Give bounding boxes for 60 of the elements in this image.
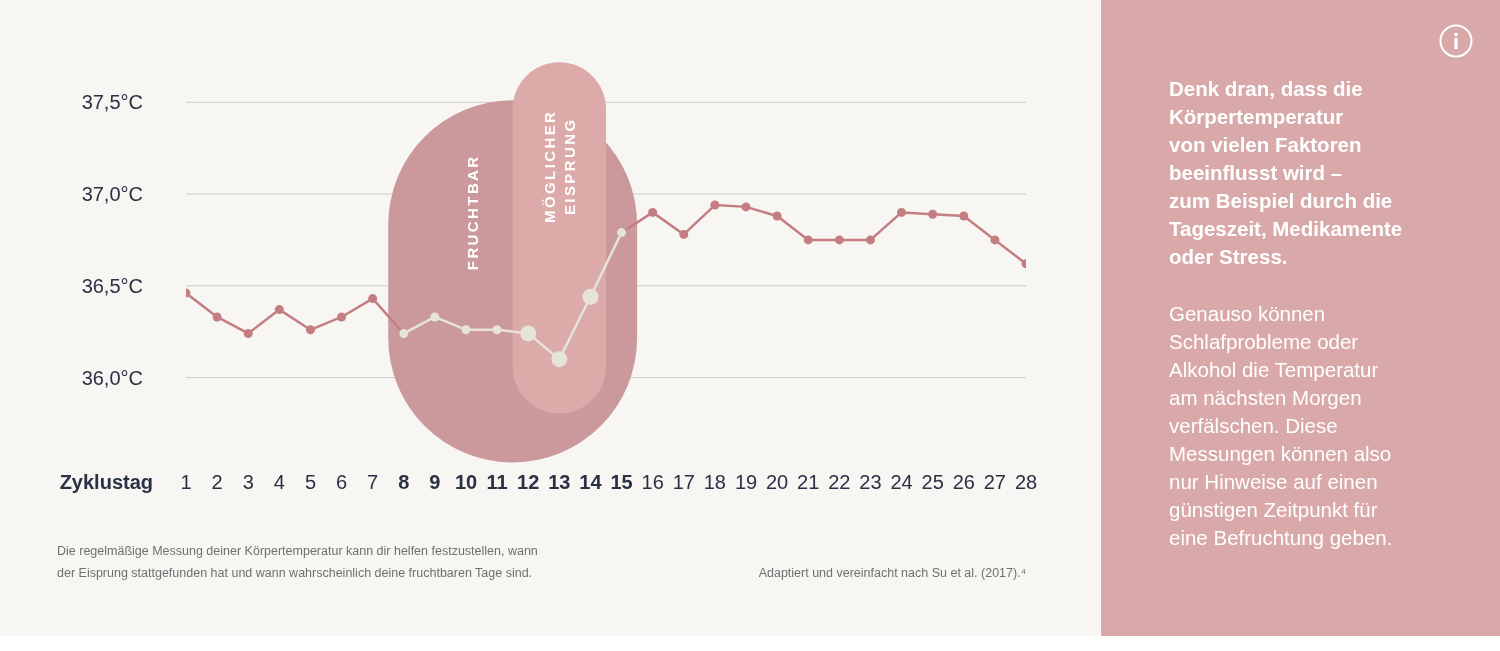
x-tick-label: 28 xyxy=(1014,471,1038,493)
text: Genauso können Schlafprobleme oder Alkohol die Temperatur am nächsten Morgen verfälschen. Diese Messungen können also nur Hinweise auf einen günstigen Zeitpunkt für eine Befruchtung geben. xyxy=(1169,302,1393,549)
x-tick-label: 7 xyxy=(367,471,379,493)
x-tick-label: 8 xyxy=(398,471,410,493)
x-tick-label: 23 xyxy=(859,471,882,493)
x-tick-label: 4 xyxy=(273,471,285,493)
x-axis-title: Zyklustag xyxy=(59,471,153,493)
y-tick-label: 37,0°C xyxy=(81,183,143,206)
y-tick-label: 36,0°C xyxy=(81,366,143,389)
text: Die regelmäßige Messung deiner Körpertemperatur kann dir helfen festzustellen, wann der Eisprung stattgefunden hat und wann wahrscheinlich deine fruchtbaren Tage sind. xyxy=(57,543,539,582)
x-tick-label: 17 xyxy=(672,471,695,493)
y-tick-label: 36,5°C xyxy=(81,274,143,297)
point xyxy=(928,209,938,219)
band-label: FRUCHTBAR xyxy=(464,154,482,271)
point xyxy=(305,325,315,335)
x-tick-label: 15 xyxy=(610,471,633,493)
x-tick-label: 19 xyxy=(734,471,758,493)
x-tick-label: 6 xyxy=(335,471,348,493)
x-tick-label: 22 xyxy=(828,471,851,493)
x-tick-label: 26 xyxy=(952,471,975,493)
point xyxy=(897,207,907,217)
point xyxy=(710,200,720,210)
point xyxy=(865,235,875,245)
x-tick-label: 11 xyxy=(486,471,508,493)
x-tick-label: 5 xyxy=(304,471,317,493)
point xyxy=(772,211,782,221)
x-tick-label: 18 xyxy=(703,471,727,493)
x-tick-label: 9 xyxy=(429,471,441,493)
point xyxy=(679,229,689,239)
x-tick-label: 3 xyxy=(242,471,254,493)
point xyxy=(990,235,1000,245)
band-label: MÖGLICHER EISPRUNG xyxy=(540,109,578,223)
x-tick-label: 2 xyxy=(211,471,223,493)
point xyxy=(648,207,658,217)
point xyxy=(741,202,751,212)
y-tick-label: 37,5°C xyxy=(81,91,143,114)
point xyxy=(803,235,813,245)
point xyxy=(430,312,440,322)
x-tick-label: 16 xyxy=(641,471,664,493)
x-tick-label: 24 xyxy=(890,471,913,493)
x-tick-label: 25 xyxy=(921,471,944,493)
point xyxy=(834,235,844,245)
text: Denk dran, dass die Körpertemperatur von vielen Faktoren beeinflusst wird – zum Beispiel durch die Tageszeit, Medikamente oder Stress. xyxy=(1169,76,1404,270)
point xyxy=(368,294,378,304)
x-tick-label: 13 xyxy=(548,471,571,493)
point xyxy=(212,312,222,322)
point xyxy=(461,325,471,335)
point xyxy=(492,325,502,335)
point xyxy=(243,328,253,338)
x-tick-label: 10 xyxy=(454,471,478,493)
x-tick-label: 14 xyxy=(579,471,603,493)
point xyxy=(959,211,969,221)
x-tick-label: 21 xyxy=(797,471,820,493)
x-tick-label: 20 xyxy=(765,471,789,493)
x-tick-label: 1 xyxy=(180,471,192,493)
point xyxy=(337,312,347,322)
x-tick-label: 27 xyxy=(983,471,1007,493)
point xyxy=(274,305,284,315)
x-tick-label: 12 xyxy=(517,471,540,493)
text: Adaptiert und vereinfacht nach Su et al. (2017).⁴ xyxy=(758,565,1026,582)
